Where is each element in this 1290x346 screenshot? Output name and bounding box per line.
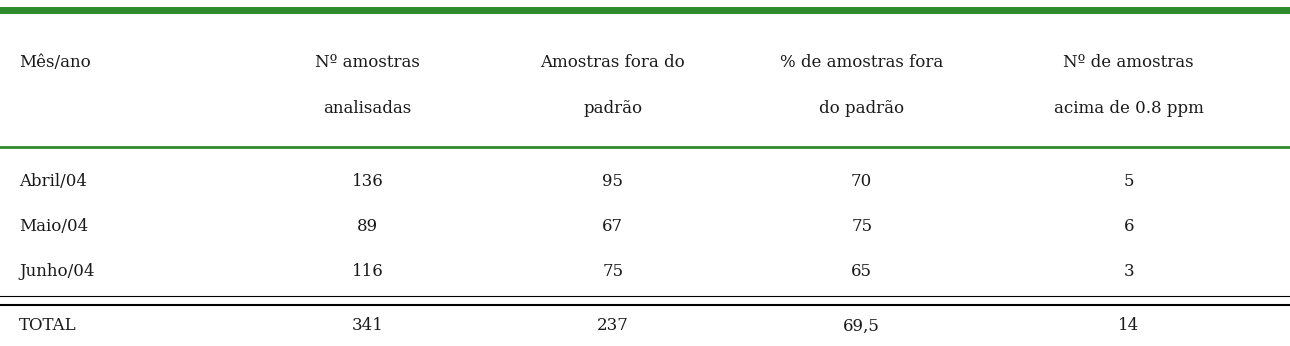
Text: 67: 67 (602, 218, 623, 235)
Text: do padrão: do padrão (819, 100, 904, 118)
Text: acima de 0.8 ppm: acima de 0.8 ppm (1054, 100, 1204, 118)
Text: 6: 6 (1124, 218, 1134, 235)
Text: Junho/04: Junho/04 (19, 263, 95, 280)
Text: 3: 3 (1124, 263, 1134, 280)
Text: 70: 70 (851, 173, 872, 190)
Text: 75: 75 (851, 218, 872, 235)
Text: 341: 341 (352, 317, 383, 335)
Text: 5: 5 (1124, 173, 1134, 190)
Text: Nº amostras: Nº amostras (315, 54, 421, 71)
Text: % de amostras fora: % de amostras fora (780, 54, 943, 71)
Text: padrão: padrão (583, 100, 642, 118)
Text: 116: 116 (352, 263, 383, 280)
Text: Amostras fora do: Amostras fora do (541, 54, 685, 71)
Text: analisadas: analisadas (324, 100, 412, 118)
Text: 14: 14 (1118, 317, 1139, 335)
Text: 65: 65 (851, 263, 872, 280)
Text: Nº de amostras: Nº de amostras (1063, 54, 1195, 71)
Text: 95: 95 (602, 173, 623, 190)
Text: 89: 89 (357, 218, 378, 235)
Text: 75: 75 (602, 263, 623, 280)
Text: 69,5: 69,5 (844, 317, 880, 335)
Text: Maio/04: Maio/04 (19, 218, 89, 235)
Text: 237: 237 (597, 317, 628, 335)
Text: 136: 136 (352, 173, 383, 190)
Text: Abril/04: Abril/04 (19, 173, 88, 190)
Text: Mês/ano: Mês/ano (19, 54, 92, 71)
Text: TOTAL: TOTAL (19, 317, 77, 335)
